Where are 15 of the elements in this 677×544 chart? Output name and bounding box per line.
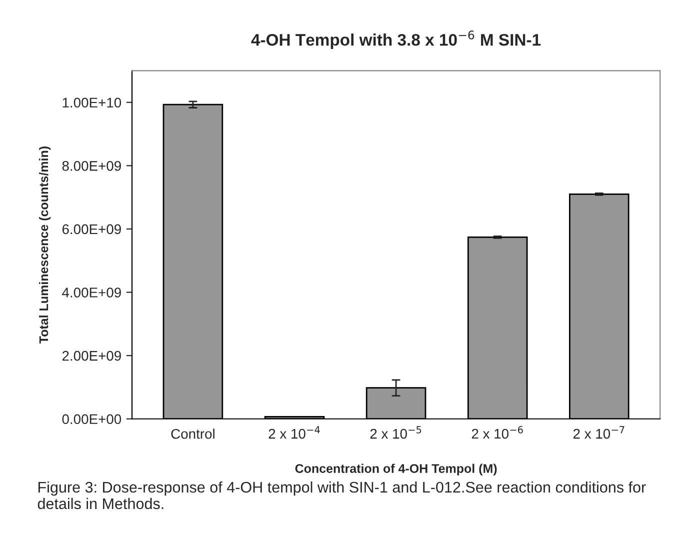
- x-tick-label: 2 x 10$^{−4}$: [268, 426, 320, 439]
- y-tick-label: 4.00E+09: [62, 288, 121, 298]
- x-tick-label: 2 x 10$^{−6}$: [472, 426, 523, 439]
- y-tick-label: 2.00E+09: [62, 350, 121, 361]
- caption: Figure 3: Dose-response of 4-OH tempol with SIN-1 and L-012.See reaction conditions for details in Methods.: [38, 481, 646, 510]
- y-tick-label: 8.00E+09: [62, 161, 121, 171]
- x-axis-title: Concentration of 4-OH Tempol (M): [295, 464, 497, 476]
- y-tick-label: 1.00E+10: [62, 98, 122, 108]
- y-axis-title: Total Luminescence (counts/min): [38, 146, 51, 344]
- x-tick-label: 2 x 10$^{−7}$: [573, 426, 624, 439]
- y-tick-label: 0.00E+00: [62, 414, 122, 424]
- x-tick-label: Control: [171, 428, 214, 439]
- chart-title: 4-OH Tempol with 3.8 x 10$^{−6}$ M SIN-1: [251, 30, 541, 50]
- x-tick-label: 2 x 10$^{−5}$: [370, 426, 422, 439]
- y-tick-label: 6.00E+09: [62, 224, 121, 234]
